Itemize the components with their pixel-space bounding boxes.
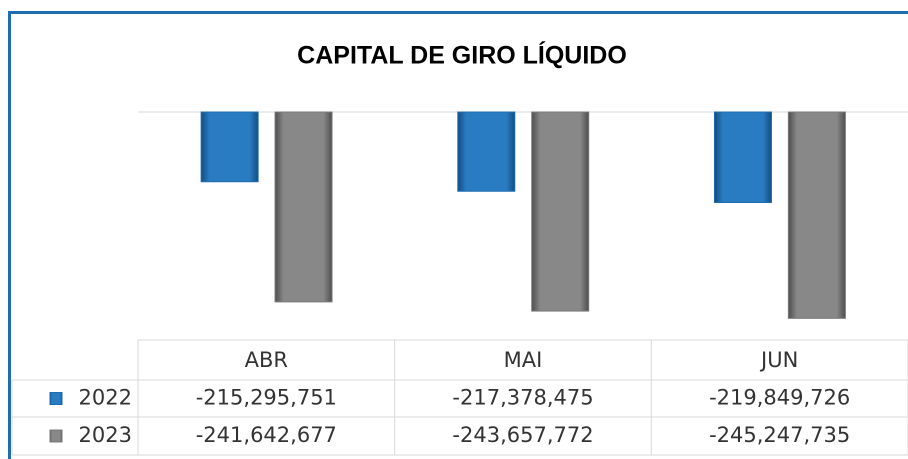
table-value: -217,378,475 [452, 386, 593, 410]
table-value: -241,642,677 [196, 423, 337, 447]
bar [200, 111, 259, 183]
bar [713, 111, 772, 204]
table-value: -219,849,726 [709, 386, 850, 410]
table-value: -245,247,735 [709, 423, 850, 447]
legend-swatch [49, 429, 63, 443]
bar [457, 111, 516, 192]
frame [8, 11, 908, 459]
table-value: -243,657,772 [452, 423, 593, 447]
legend-swatch [49, 392, 63, 405]
legend-label: 2022 [79, 386, 132, 410]
bar [274, 111, 333, 303]
x-tick-label: ABR [245, 348, 288, 372]
chart-title: CAPITAL DE GIRO LÍQUIDO [297, 41, 627, 70]
bar [787, 111, 846, 319]
table-value: -215,295,751 [196, 386, 337, 410]
legend-label: 2023 [79, 423, 132, 447]
x-tick-label: MAI [504, 348, 543, 372]
bar [531, 111, 590, 312]
x-tick-label: JUN [759, 348, 798, 372]
